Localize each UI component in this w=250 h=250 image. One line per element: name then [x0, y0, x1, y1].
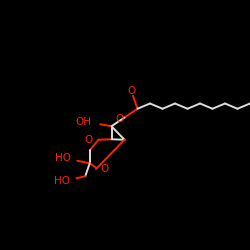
- Text: HO: HO: [54, 176, 70, 186]
- Text: O: O: [115, 114, 123, 124]
- Text: O: O: [100, 164, 109, 174]
- Text: OH: OH: [76, 117, 92, 127]
- Text: O: O: [85, 135, 93, 145]
- Text: O: O: [128, 86, 136, 96]
- Text: HO: HO: [55, 153, 71, 163]
